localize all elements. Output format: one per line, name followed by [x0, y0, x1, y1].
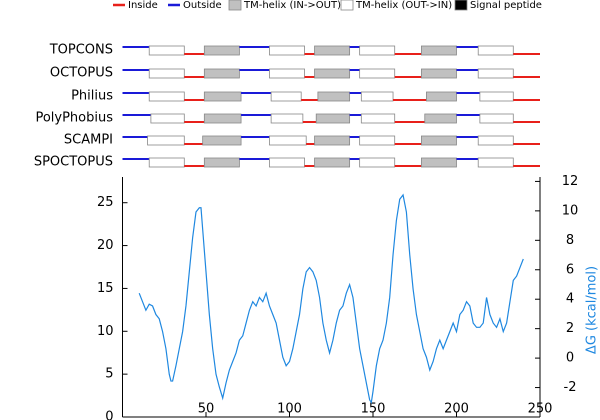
tm-helix: [314, 68, 351, 79]
tm-helix: [479, 91, 514, 102]
dg-line: [138, 193, 524, 405]
y-tick-label: 10: [97, 324, 114, 339]
y2-tick-label: 0: [566, 351, 574, 366]
y-tick-label: 20: [97, 238, 114, 253]
method-label: TOPCONS: [49, 43, 113, 58]
tm-helix: [314, 135, 351, 146]
legend-label: TM-helix (IN->OUT): [243, 0, 341, 11]
tm-helix: [147, 135, 185, 146]
tm-helix: [203, 113, 242, 124]
method-label: Philius: [71, 89, 113, 104]
method-label: PolyPhobius: [35, 111, 113, 126]
tm-helix: [477, 68, 514, 79]
y-tick-label: 0: [105, 410, 113, 420]
y-tick-label: 15: [97, 281, 114, 296]
tm-helix: [479, 113, 514, 124]
tm-helix: [148, 68, 185, 79]
method-label: SPOCTOPUS: [34, 155, 113, 170]
tm-helix: [148, 157, 185, 168]
tm-helix: [270, 113, 304, 124]
tm-helix: [315, 113, 351, 124]
tm-helix: [314, 157, 351, 168]
legend-swatch: [454, 0, 468, 11]
x-tick-label: 50: [198, 402, 215, 417]
y2-axis-label: ΔG (kcal/mol): [585, 266, 600, 354]
x-tick-label: 250: [528, 402, 553, 417]
tm-helix: [477, 157, 514, 168]
legend-swatch: [340, 0, 354, 11]
tm-helix: [203, 68, 240, 79]
tm-helix: [269, 68, 305, 79]
tm-helix: [421, 45, 457, 56]
legend-label: Signal peptide: [470, 0, 542, 11]
tm-helix: [359, 135, 396, 146]
tm-helix: [360, 113, 396, 124]
tm-helix: [359, 157, 396, 168]
y2-tick-label: 12: [562, 174, 579, 189]
tm-helix: [203, 157, 240, 168]
tm-helix: [360, 91, 394, 102]
tm-helix: [359, 68, 396, 79]
y2-tick-label: -2: [564, 380, 577, 395]
tm-helix: [150, 113, 185, 124]
x-tick-label: 100: [277, 402, 302, 417]
legend-label: Outside: [183, 0, 222, 11]
tm-helix: [317, 91, 351, 102]
tm-helix: [421, 135, 457, 146]
tm-helix: [148, 91, 185, 102]
tm-helix: [202, 135, 242, 146]
x-tick-label: 200: [444, 402, 469, 417]
legend-label: Inside: [128, 0, 158, 11]
tm-helix: [359, 45, 396, 56]
y-tick-label: 25: [97, 195, 114, 210]
tm-helix: [314, 45, 351, 56]
tm-helix: [424, 113, 457, 124]
method-label: SCAMPI: [64, 133, 113, 148]
tm-helix: [426, 91, 457, 102]
tm-helix: [421, 68, 457, 79]
tm-helix: [269, 157, 305, 168]
tm-helix: [270, 91, 302, 102]
y-tick-label: 5: [105, 367, 113, 382]
y2-tick-label: 2: [566, 321, 574, 336]
tm-helix: [269, 45, 305, 56]
tm-helix: [269, 135, 307, 146]
y2-tick-label: 10: [562, 203, 579, 218]
x-tick-label: 150: [361, 402, 386, 417]
y2-tick-label: 4: [566, 292, 574, 307]
legend-swatch: [228, 0, 242, 11]
y2-tick-label: 8: [566, 233, 574, 248]
y2-tick-label: 6: [566, 262, 574, 277]
tm-helix: [421, 157, 457, 168]
tm-helix: [477, 45, 514, 56]
legend-label: TM-helix (OUT->IN): [355, 0, 452, 11]
tm-helix: [148, 45, 185, 56]
tm-helix: [477, 135, 514, 146]
method-label: OCTOPUS: [50, 66, 113, 81]
tm-helix: [203, 45, 240, 56]
tm-helix: [203, 91, 242, 102]
